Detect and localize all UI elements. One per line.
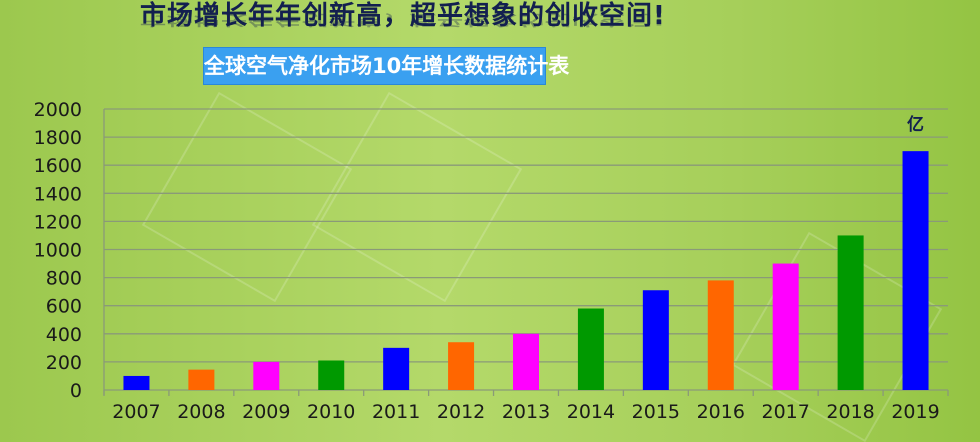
bar-2019 bbox=[902, 151, 929, 390]
x-tick-label: 2013 bbox=[502, 401, 550, 423]
x-tick-label: 2015 bbox=[632, 401, 680, 423]
y-tick-label: 1600 bbox=[34, 155, 82, 177]
x-tick-label: 2010 bbox=[307, 401, 355, 423]
x-tick-label: 2008 bbox=[177, 401, 225, 423]
bar-2014 bbox=[577, 308, 604, 390]
bar-2017 bbox=[772, 263, 799, 390]
x-tick-label: 2019 bbox=[891, 401, 939, 423]
x-tick-label: 2017 bbox=[762, 401, 810, 423]
y-tick-label: 1400 bbox=[34, 183, 82, 205]
bar-2013 bbox=[513, 333, 539, 390]
bar-2018 bbox=[837, 235, 864, 390]
y-tick-label: 1000 bbox=[34, 240, 82, 262]
bar-2012 bbox=[448, 342, 475, 390]
x-tick-label: 2018 bbox=[826, 401, 874, 423]
x-tick-label: 2009 bbox=[242, 401, 290, 423]
chart-title-banner: 全球空气净化市场10年增长数据统计表 bbox=[203, 47, 569, 85]
x-tick-label: 2014 bbox=[567, 401, 615, 423]
bar-2008 bbox=[188, 369, 215, 390]
y-tick-label: 1200 bbox=[34, 211, 82, 233]
bar-2011 bbox=[383, 347, 410, 390]
x-tick-label: 2012 bbox=[437, 401, 485, 423]
bar-2015 bbox=[642, 290, 669, 390]
y-tick-label: 0 bbox=[70, 380, 82, 402]
y-tick-label: 600 bbox=[46, 296, 82, 318]
y-tick-label: 800 bbox=[46, 268, 82, 290]
bar-chart: 0 200 400 600 800 1000 1200 1400 1600 1800 2000 200… bbox=[34, 99, 949, 423]
bar-2016 bbox=[707, 280, 734, 390]
x-tick-label: 2016 bbox=[697, 401, 745, 423]
x-tick-label: 2011 bbox=[372, 401, 420, 423]
bar-2010 bbox=[318, 360, 345, 390]
bar-2007 bbox=[123, 375, 150, 390]
y-tick-label: 200 bbox=[46, 352, 82, 374]
bar-2009 bbox=[253, 361, 280, 390]
unit-label: 亿 bbox=[907, 114, 924, 135]
y-tick-label: 2000 bbox=[34, 99, 82, 121]
y-tick-label: 1800 bbox=[34, 127, 82, 149]
headline: 市场增长年年创新高，超乎想象的创收空间! bbox=[140, 1, 666, 31]
y-tick-label: 400 bbox=[46, 324, 82, 346]
x-tick-label: 2007 bbox=[112, 401, 160, 423]
